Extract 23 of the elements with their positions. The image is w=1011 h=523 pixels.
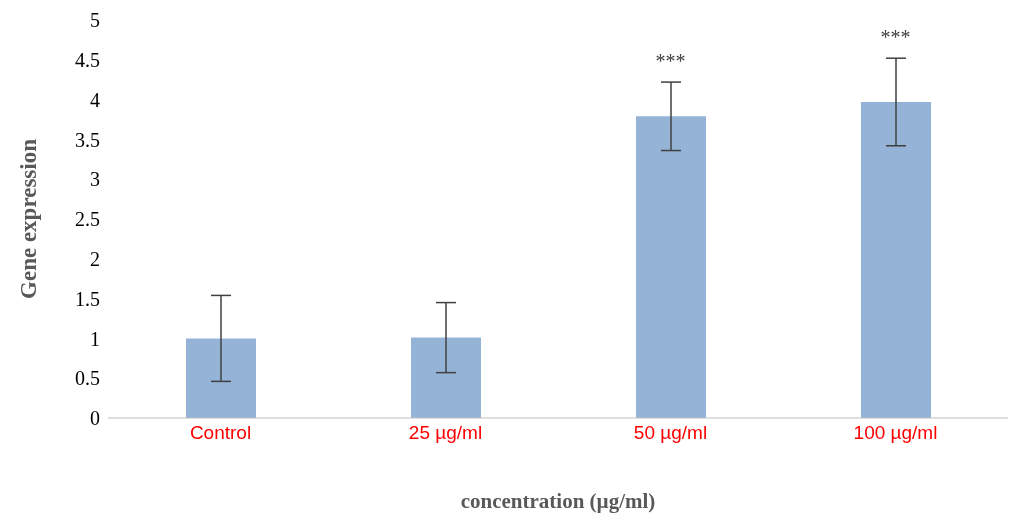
annotation: ***: [880, 26, 911, 49]
y-tick-label: 0: [90, 407, 100, 430]
x-tick-label: Control: [189, 422, 252, 444]
x-tick-label: 100 µg/ml: [853, 422, 938, 444]
y-tick-label: 4.5: [75, 48, 100, 71]
y-tick-label: 3.5: [75, 128, 100, 151]
y-tick-label: 4: [90, 88, 100, 111]
bar: [411, 337, 481, 418]
y-tick-label: 0.5: [75, 367, 100, 390]
x-tick-label: 25 µg/ml: [408, 422, 483, 444]
y-tick-label: 1.5: [75, 287, 100, 310]
y-tick-label: 2.5: [75, 208, 100, 231]
y-tick-label: 3: [90, 168, 100, 191]
annotation: ***: [655, 50, 686, 73]
y-tick-label: 2: [90, 247, 100, 270]
x-axis-title: concentration (µg/ml): [460, 489, 656, 513]
bar: [186, 338, 256, 418]
bar: [861, 101, 931, 418]
y-tick-label: 5: [90, 9, 100, 32]
x-tick-label: 50 µg/ml: [633, 422, 708, 444]
y-axis-title: Gene expression: [16, 138, 42, 299]
bar: [636, 116, 706, 418]
y-tick-label: 1: [90, 327, 100, 350]
